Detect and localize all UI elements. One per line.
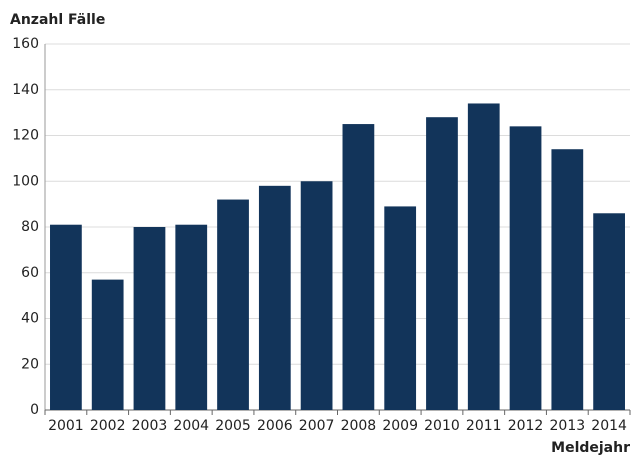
y-tick-label: 20 (21, 356, 39, 372)
bar (342, 124, 375, 410)
bar (426, 117, 458, 410)
bar (258, 185, 291, 410)
y-tick-label: 0 (30, 402, 39, 418)
bar (509, 126, 542, 410)
y-tick-label: 120 (12, 128, 39, 144)
bar (593, 213, 625, 410)
bar (133, 227, 166, 410)
y-tick-label: 100 (12, 173, 39, 189)
x-tick-label: 2006 (257, 418, 293, 434)
x-tick-label: 2008 (341, 418, 377, 434)
bar (217, 199, 249, 410)
y-tick-label: 140 (12, 82, 39, 98)
bar (300, 181, 333, 410)
chart-title: Anzahl Fälle (10, 12, 105, 28)
x-tick-label: 2012 (508, 418, 544, 434)
bar (91, 279, 124, 410)
bar (50, 224, 82, 410)
x-tick-label: 2005 (215, 418, 251, 434)
bar (467, 103, 500, 410)
bar (551, 149, 584, 410)
y-tick-label: 160 (12, 36, 39, 52)
bar (384, 206, 417, 410)
x-tick-label: 2004 (173, 418, 209, 434)
x-tick-label: 2010 (424, 418, 460, 434)
bar (175, 224, 208, 410)
y-tick-label: 80 (21, 219, 39, 235)
x-tick-label: 2003 (132, 418, 168, 434)
x-tick-label: 2014 (591, 418, 627, 434)
x-tick-label: 2001 (48, 418, 84, 434)
x-axis-label: Meldejahr (551, 440, 630, 456)
x-tick-label: 2011 (466, 418, 502, 434)
x-tick-label: 2007 (299, 418, 335, 434)
y-tick-label: 60 (21, 265, 39, 281)
y-tick-label: 40 (21, 311, 39, 327)
x-tick-label: 2013 (550, 418, 586, 434)
x-tick-label: 2009 (382, 418, 418, 434)
x-tick-label: 2002 (90, 418, 126, 434)
